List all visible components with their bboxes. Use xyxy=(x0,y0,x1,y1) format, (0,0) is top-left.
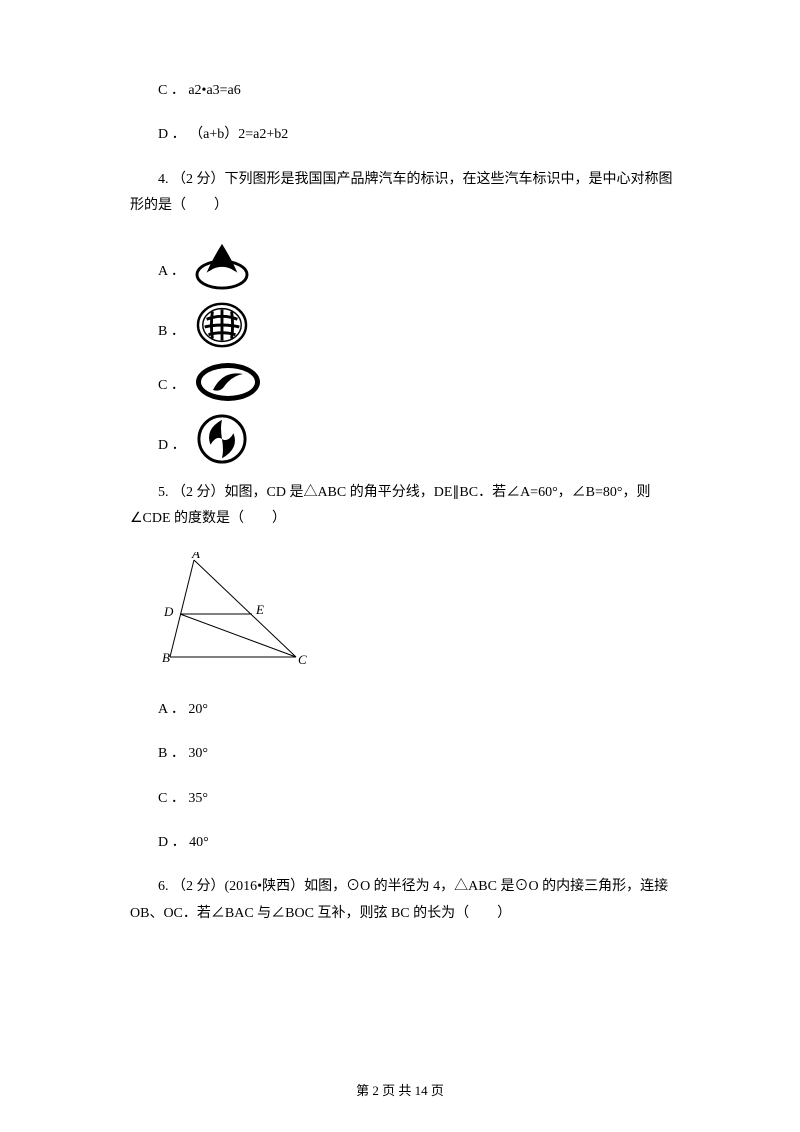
q4-option-b-label: B ． xyxy=(158,321,185,343)
svg-text:D: D xyxy=(163,604,174,619)
q6-stem-line2: OB、OC．若∠BAC 与∠BOC 互补，则弦 BC 的长为（ ） xyxy=(130,903,700,925)
q6-stem-line1: 6. （2 分）(2016•陕西）如图，⊙O 的半径为 4，△ABC 是⊙O 的… xyxy=(130,876,700,898)
q5-option-b: B ． 30° xyxy=(130,743,700,765)
q5-stem-line1: 5. （2 分）如图，CD 是△ABC 的角平分线，DE∥BC．若∠A=60°，… xyxy=(130,482,700,504)
triangle-diagram-icon: A B C D E xyxy=(158,552,318,672)
q5-figure: A B C D E xyxy=(158,552,700,680)
q4-option-a-label: A ． xyxy=(158,261,185,283)
q5-option-a: A ． 20° xyxy=(130,699,700,721)
q4-option-b-row: B ． xyxy=(158,300,700,350)
q4-option-d-row: D ． xyxy=(158,414,700,464)
q4-option-d-label: D ． xyxy=(158,435,186,457)
q5-stem-line2: ∠CDE 的度数是（ ） xyxy=(130,508,700,530)
q4-option-a-row: A ． xyxy=(158,240,700,290)
q3-option-d: D ． （a+b）2=a2+b2 xyxy=(130,124,700,146)
brilliance-logo-icon xyxy=(193,300,251,350)
dongfeng-logo-icon xyxy=(194,414,250,464)
page-footer: 第 2 页 共 14 页 xyxy=(0,1081,800,1102)
svg-text:C: C xyxy=(298,652,307,667)
q4-stem-line2: 形的是（ ） xyxy=(130,195,700,217)
q4-option-c-row: C ． xyxy=(158,360,700,404)
svg-text:E: E xyxy=(255,602,264,617)
q3-option-c: C ． a2•a3=a6 xyxy=(130,80,700,102)
q4-option-c-label: C ． xyxy=(158,375,185,397)
q4-stem-line1: 4. （2 分）下列图形是我国国产品牌汽车的标识，在这些汽车标识中，是中心对称图 xyxy=(130,169,700,191)
q5-option-c: C ． 35° xyxy=(130,788,700,810)
q5-option-d: D ． 40° xyxy=(130,832,700,854)
svg-text:B: B xyxy=(162,650,170,665)
chery-logo-icon xyxy=(193,240,251,290)
svg-text:A: A xyxy=(191,552,200,561)
jac-logo-icon xyxy=(193,360,263,404)
